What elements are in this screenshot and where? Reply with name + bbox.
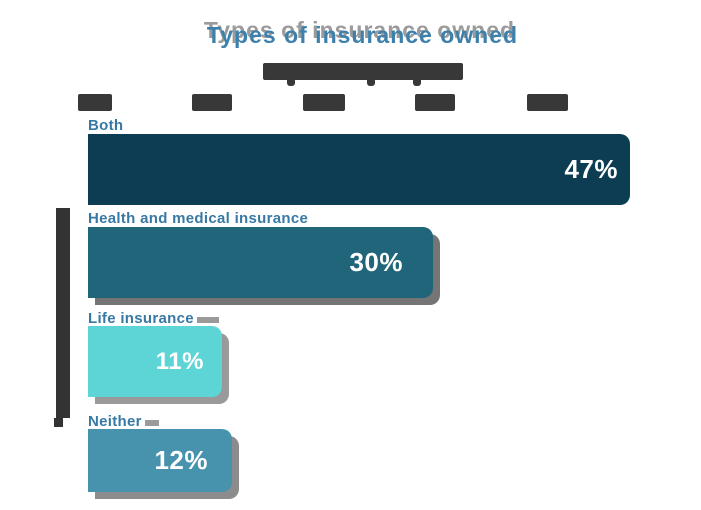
x-tick-label-redacted-1	[78, 94, 120, 119]
bar-value-label: 47%	[564, 154, 618, 184]
label-shadow-smudge	[144, 420, 159, 426]
bar-category-label: Neither	[88, 413, 232, 430]
bar-row-health-medical: Health and medical insurance 30%	[88, 210, 433, 298]
bar-value-label: 30%	[349, 247, 403, 277]
bar-category-label: Life insurance	[88, 310, 222, 327]
bar-category-text: Life insurance	[88, 310, 194, 327]
label-shadow-smudge	[196, 317, 219, 323]
bar-life-insurance: 11%	[88, 326, 222, 397]
bar-both: 47%	[88, 127, 635, 205]
x-tick-label-redacted-3	[303, 94, 345, 111]
bar-value-label: 12%	[154, 445, 208, 475]
left-vertical-redacted-mark	[54, 208, 70, 427]
bar-value-label: 11%	[155, 347, 204, 375]
x-tick-label-redacted-4	[415, 94, 455, 111]
subtitle-descender	[367, 79, 375, 86]
subtitle-redacted-text	[263, 63, 463, 86]
x-tick-label-redacted-5	[527, 94, 568, 111]
bar-category-label: Both	[88, 117, 124, 134]
bar-row-neither: Neither 12%	[88, 413, 232, 492]
bar-row-life-insurance: Life insurance 11%	[88, 310, 222, 397]
bar-health-medical: 30%	[88, 227, 433, 298]
bar-neither: 12%	[88, 429, 232, 492]
x-tick-label-redacted-2	[192, 94, 232, 111]
bar-row-both: Both 47%	[88, 117, 635, 205]
chart-title: Types of insurance owned	[206, 22, 519, 48]
bar-category-text: Neither	[88, 413, 142, 430]
bar-category-label: Health and medical insurance	[88, 210, 309, 227]
subtitle-descender	[413, 79, 421, 86]
subtitle-descender	[287, 79, 295, 86]
